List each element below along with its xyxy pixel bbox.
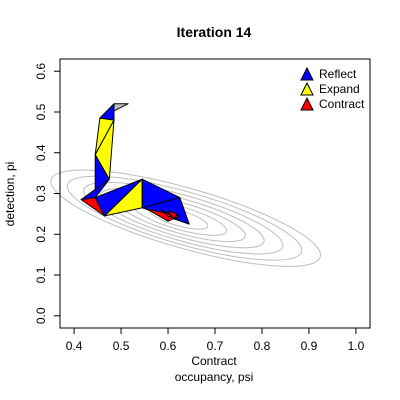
y-tick-label: 0.4 bbox=[34, 144, 48, 161]
y-tick-label: 0.1 bbox=[34, 266, 48, 283]
contour-line bbox=[50, 169, 321, 267]
simplex-triangle-contract bbox=[167, 210, 178, 220]
status-label: Contract bbox=[191, 354, 237, 368]
y-axis: 0.0 0.1 0.2 0.3 0.4 0.5 0.6 bbox=[34, 63, 60, 324]
y-tick-label: 0.0 bbox=[34, 307, 48, 324]
contour-line bbox=[83, 181, 284, 255]
chart-title: Iteration 14 bbox=[177, 24, 252, 40]
x-tick-label: 0.4 bbox=[66, 339, 83, 353]
legend-swatch bbox=[300, 96, 314, 111]
legend-label: Expand bbox=[319, 82, 360, 96]
legend-label: Contract bbox=[319, 97, 365, 111]
legend-swatch bbox=[300, 81, 314, 96]
contour-line bbox=[99, 187, 265, 249]
legend-swatch bbox=[300, 66, 314, 81]
y-tick-label: 0.3 bbox=[34, 185, 48, 202]
x-tick-label: 1.0 bbox=[348, 339, 365, 353]
x-tick-label: 0.9 bbox=[301, 339, 318, 353]
simplex-triangle-reflect bbox=[99, 103, 115, 121]
simplex-triangles bbox=[80, 103, 190, 225]
x-tick-label: 0.7 bbox=[207, 339, 224, 353]
x-tick-label: 0.6 bbox=[160, 339, 177, 353]
x-axis-label: occupancy, psi bbox=[175, 370, 254, 384]
y-tick-label: 0.5 bbox=[34, 103, 48, 120]
y-tick-label: 0.6 bbox=[34, 63, 48, 80]
x-tick-label: 0.8 bbox=[254, 339, 271, 353]
x-tick-label: 0.5 bbox=[113, 339, 130, 353]
contour-line bbox=[66, 175, 303, 261]
x-axis: 0.4 0.5 0.6 0.7 0.8 0.9 1.0 bbox=[66, 328, 365, 353]
y-axis-label: detection, pi bbox=[3, 162, 17, 227]
y-tick-label: 0.2 bbox=[34, 226, 48, 243]
legend-label: Reflect bbox=[319, 67, 357, 81]
